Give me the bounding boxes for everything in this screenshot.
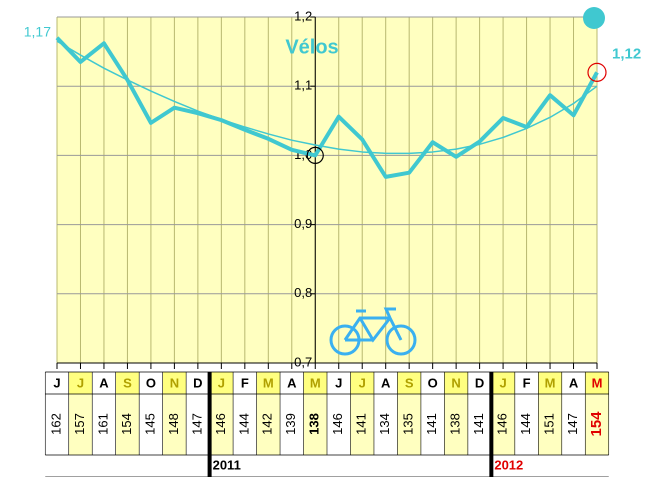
month-label: J — [53, 375, 60, 390]
month-label: M — [545, 375, 556, 390]
cell-bg — [491, 394, 515, 455]
month-label: F — [241, 375, 249, 390]
chart-title: Vélos — [285, 36, 338, 58]
month-label: N — [451, 375, 460, 390]
cell-bg — [538, 372, 562, 394]
trend-line — [56, 40, 598, 155]
value-label: 1,12 — [612, 45, 641, 62]
cell-bg — [397, 394, 421, 455]
count-label: 148 — [166, 413, 181, 435]
y-tick-label: 1,1 — [294, 78, 312, 93]
count-label: 161 — [95, 413, 110, 435]
month-label: A — [287, 375, 297, 390]
count-label: 145 — [142, 413, 157, 435]
count-label: 147 — [565, 413, 580, 435]
cell-bg — [68, 372, 93, 394]
month-label: N — [170, 375, 179, 390]
cell-bg — [256, 372, 281, 394]
count-label: 141 — [424, 413, 439, 435]
month-label: J — [359, 375, 366, 390]
count-label: 162 — [48, 413, 63, 435]
highlight-circle — [587, 62, 607, 82]
cell-bg — [115, 394, 140, 455]
month-label: J — [77, 375, 84, 390]
month-label: S — [123, 375, 132, 390]
cell-bg — [115, 372, 140, 394]
count-label: 147 — [189, 413, 204, 435]
month-label: J — [335, 375, 342, 390]
cell-bg — [209, 394, 234, 455]
month-label: M — [263, 375, 274, 390]
month-label: A — [99, 375, 109, 390]
count-label: 142 — [260, 413, 275, 435]
plot-area — [57, 17, 597, 363]
month-label: D — [475, 375, 484, 390]
value-label: 1,17 — [24, 23, 51, 39]
month-label: O — [428, 375, 438, 390]
bike-wheel — [385, 324, 417, 356]
cell-bg — [256, 394, 281, 455]
marker-dot — [583, 7, 605, 29]
cell-bg — [68, 394, 93, 455]
cell-bg — [491, 372, 515, 394]
cell-bg — [350, 372, 374, 394]
cell-bg — [397, 372, 421, 394]
count-label: 135 — [401, 413, 416, 435]
cell-bg — [444, 394, 468, 455]
year-label: 2012 — [494, 457, 523, 472]
count-label: 144 — [236, 413, 251, 435]
highlight-circle — [306, 146, 324, 164]
bike-frame — [343, 307, 403, 343]
count-label: 139 — [283, 413, 298, 435]
month-label: D — [193, 375, 202, 390]
count-label: 151 — [541, 413, 556, 435]
count-label: 154 — [588, 411, 605, 437]
cell-bg — [538, 394, 562, 455]
year-label: 2011 — [213, 457, 241, 472]
month-label: A — [381, 375, 391, 390]
month-label: F — [523, 375, 531, 390]
y-tick-label: 1,2 — [294, 8, 312, 23]
month-label: J — [499, 375, 506, 390]
cell-bg — [350, 394, 374, 455]
cell-bg — [209, 372, 234, 394]
month-label: A — [569, 375, 579, 390]
month-label: M — [592, 375, 603, 390]
cell-bg — [162, 372, 187, 394]
cell-bg — [303, 372, 327, 394]
count-label: 141 — [354, 413, 369, 435]
count-label: 141 — [471, 413, 486, 435]
month-label: O — [146, 375, 156, 390]
cell-bg — [444, 372, 468, 394]
cell-bg — [162, 394, 187, 455]
cell-bg — [585, 372, 609, 394]
bike-icon — [329, 307, 417, 356]
month-label: S — [405, 375, 414, 390]
y-tick-label: 0,9 — [294, 216, 312, 231]
count-label: 138 — [448, 413, 463, 435]
cell-bg — [585, 394, 609, 455]
y-tick-label: 0,8 — [294, 285, 312, 300]
count-label: 134 — [377, 413, 392, 435]
count-label: 146 — [330, 413, 345, 435]
y-tick-label: 0,7 — [294, 354, 312, 369]
count-label: 146 — [495, 413, 510, 435]
month-label: J — [218, 375, 225, 390]
count-label: 157 — [72, 413, 87, 435]
count-label: 138 — [307, 413, 322, 435]
count-label: 144 — [518, 413, 533, 435]
cell-bg — [303, 394, 327, 455]
data-line — [55, 36, 599, 179]
month-label: M — [310, 375, 321, 390]
count-label: 146 — [213, 413, 228, 435]
count-label: 154 — [119, 413, 134, 435]
